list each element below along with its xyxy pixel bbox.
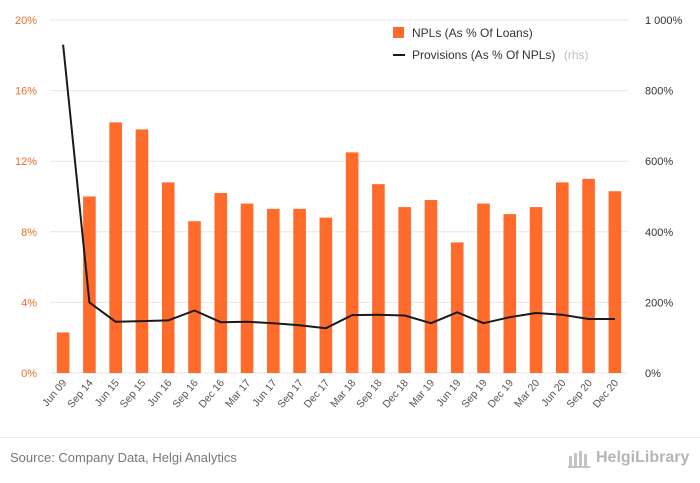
x-tick-label: Mar 18 [328,377,358,410]
x-tick-label: Mar 20 [512,377,542,410]
chart-area: 0% 4% 8% 12% 16% 20% 0% 200% 400% 600% 800% 1 000%… [15,15,683,410]
x-tick-label: Mar 17 [223,377,253,410]
npl-bar [267,208,280,373]
x-tick-label: Dec 17 [302,377,333,410]
legend-swatch-npl [393,27,404,38]
x-tick-label: Dec 18 [380,377,411,410]
y-left-tick-label: 8% [21,227,37,239]
y-right-tick-label: 1 000% [645,15,683,27]
npl-bar [477,203,490,373]
npl-bar [188,221,201,373]
x-tick-label: Dec 19 [485,377,516,410]
x-tick-label: Dec 20 [591,377,622,410]
y-axis-right: 0% 200% 400% 600% 800% 1 000% [645,15,683,380]
npl-bar [319,217,333,373]
y-right-tick-label: 0% [645,368,661,380]
npl-bar [293,208,306,373]
legend-label-provisions-name: Provisions (As % Of NPLs) [412,48,555,62]
x-tick-label: Sep 16 [170,377,201,410]
legend-label-npl: NPLs (As % Of Loans) [412,26,533,40]
provisions-line-path [62,44,615,330]
npl-bar [450,242,464,373]
y-left-tick-label: 12% [15,156,37,168]
x-tick-label: Sep 20 [564,377,595,410]
y-left-tick-label: 0% [21,368,37,380]
x-tick-label: Jun 09 [40,377,70,409]
x-tick-label: Mar 19 [407,377,437,410]
npl-bar [214,192,228,373]
npl-bar [556,182,569,373]
npl-bar [608,191,622,373]
npl-bar [582,178,595,373]
x-tick-label: Sep 18 [354,377,385,410]
x-tick-label: Jun 20 [539,377,569,409]
npl-bar [529,207,543,373]
y-axis-left: 0% 4% 8% 12% 16% 20% [15,15,37,380]
y-right-tick-label: 800% [645,86,673,98]
library-icon [568,451,590,468]
legend-label-provisions: Provisions (As % Of NPLs) (rhs) [412,46,589,63]
npl-bar [135,129,149,373]
x-tick-label: Jun 19 [434,377,464,409]
x-tick-label: Dec 16 [196,377,227,410]
y-right-tick-label: 400% [645,227,673,239]
x-tick-label: Sep 14 [65,377,96,410]
legend: NPLs (As % Of Loans) Provisions (As % Of… [393,26,589,63]
brand-name: HelgiLibrary [596,449,690,466]
y-right-tick-label: 200% [645,297,673,309]
y-left-tick-label: 16% [15,86,37,98]
legend-label-provisions-suffix: (rhs) [564,48,589,62]
npl-bar [56,332,70,373]
brand-logo: HelgiLibrary [568,448,689,468]
npl-bar [161,182,175,373]
footer-divider [0,437,700,438]
x-tick-label: Jun 17 [250,377,280,409]
npl-bar [372,184,385,373]
npl-bar [345,152,359,373]
y-right-tick-label: 600% [645,156,673,168]
x-tick-label: Jun 15 [93,377,123,409]
npl-bar [240,203,254,373]
npl-bar [503,214,517,373]
y-left-tick-label: 4% [21,297,37,309]
x-tick-label: Sep 17 [275,377,306,410]
y-left-tick-label: 20% [15,15,37,27]
npl-bar [83,196,96,373]
x-tick-label: Sep 19 [459,377,490,410]
npl-bar [109,122,122,374]
provisions-line [62,44,615,330]
x-tick-label: Sep 15 [118,377,149,410]
npl-bar [398,207,411,373]
npl-bar [424,200,438,373]
x-tick-label: Jun 16 [145,377,175,409]
source-note: Source: Company Data, Helgi Analytics [10,450,237,465]
npl-bars [56,122,622,374]
